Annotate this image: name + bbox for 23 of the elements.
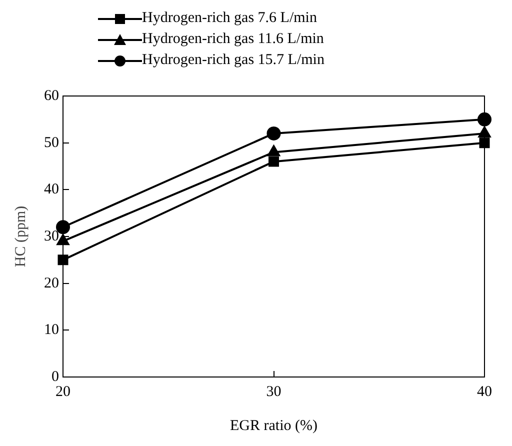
y-axis-title: HC (ppm) <box>12 206 29 268</box>
y-tick-label: 20 <box>44 275 59 292</box>
point <box>56 234 70 246</box>
y-tick-label: 60 <box>44 88 59 104</box>
y-tick-label: 40 <box>44 182 59 198</box>
x-tick-label: 30 <box>266 384 282 400</box>
x-tick-label: 20 <box>56 384 70 400</box>
point <box>268 145 280 156</box>
point <box>268 156 279 167</box>
point <box>478 112 492 126</box>
y-tick-label: 30 <box>44 228 59 244</box>
legend-label: Hydrogen-rich gas 15.7 L/min <box>142 52 324 68</box>
legend-label: Hydrogen-rich gas 11.6 L/min <box>142 31 324 47</box>
point <box>478 126 491 138</box>
y-tick-label: 10 <box>44 322 59 338</box>
y-tick-label: 0 <box>52 368 59 385</box>
x-axis-title: EGR ratio (%) <box>230 418 318 434</box>
y-tick-label: 50 <box>44 134 59 151</box>
x-tick-label: 40 <box>477 384 492 400</box>
legend-label: Hydrogen-rich gas 7.6 L/min <box>142 10 317 26</box>
point <box>266 126 281 140</box>
point <box>58 254 68 266</box>
point <box>479 138 490 148</box>
